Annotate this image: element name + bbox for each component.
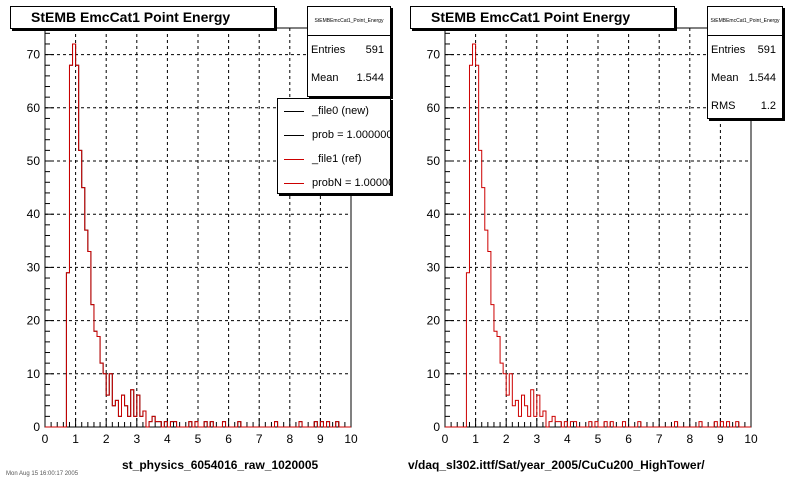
right-x-tick-label: 9 (717, 432, 724, 446)
legend-label-file1: _file1 (ref) (312, 153, 362, 165)
right-histogram-plot: 0 1 2 3 4 5 6 7 8 9 10 0 10 20 30 40 50 60 70 (427, 27, 758, 446)
left-x-tick-label: 5 (195, 432, 202, 446)
stats-entries-label: Entries (311, 44, 346, 56)
right-x-tick-label: 4 (564, 432, 571, 446)
left-x-tick-label: 0 (42, 432, 49, 446)
right-x-tick-label: 1 (472, 432, 479, 446)
right-y-tick-label: 20 (427, 314, 441, 328)
left-y-tick-label: 10 (27, 367, 41, 381)
left-x-tick-label: 1 (72, 432, 79, 446)
left-legend: _file0 (new) prob = 1.000000 _file1 (ref… (277, 98, 391, 194)
right-y-tick-label: 0 (433, 420, 440, 434)
left-y-tick-label: 50 (27, 154, 41, 168)
legend-line-prob (284, 134, 304, 136)
right-y-tick-label: 70 (427, 48, 441, 62)
stats-entries-label: Entries (711, 44, 746, 56)
left-y-tick-label: 0 (33, 420, 40, 434)
stats-rms-value: 1.2 (760, 100, 776, 112)
legend-entry-prob: prob = 1.000000 (278, 123, 390, 147)
legend-entry-file0: _file0 (new) (278, 99, 390, 123)
right-x-tick-label: 5 (595, 432, 602, 446)
right-x-tick-label: 0 (442, 432, 449, 446)
stats-entries-value: 591 (365, 44, 384, 56)
left-x-tick-label: 3 (133, 432, 140, 446)
right-y-tick-label: 40 (427, 207, 441, 221)
legend-label-file0: _file0 (new) (312, 105, 369, 117)
stats-mean-value: 1.544 (356, 72, 384, 84)
right-y-tick-label: 10 (427, 367, 441, 381)
right-x-caption: v/daq_sl302.ittf/Sat/year_2005/CuCu200_H… (408, 458, 705, 472)
right-y-tick-label: 50 (427, 154, 441, 168)
stats-mean-label: Mean (711, 72, 739, 84)
left-y-tick-label: 20 (27, 314, 41, 328)
legend-label-prob: prob = 1.000000 (312, 129, 391, 141)
right-y-tick-label: 30 (427, 260, 441, 274)
stats-entries-value: 591 (757, 44, 776, 56)
legend-entry-probn: probN = 1.000000 (278, 171, 390, 193)
right-x-tick-label: 7 (656, 432, 663, 446)
right-x-tick-label: 10 (744, 432, 758, 446)
right-x-tick-label: 3 (533, 432, 540, 446)
left-x-caption: st_physics_6054016_raw_1020005 (122, 458, 319, 472)
stats-histogram-name: StEMBEmcCat1_Point_Energy (308, 7, 390, 36)
legend-line-probn (284, 182, 304, 184)
stats-histogram-name: StEMBEmcCat1_Point_Energy (708, 7, 782, 36)
left-y-tick-label: 70 (27, 48, 41, 62)
left-x-tick-label: 6 (225, 432, 232, 446)
left-histogram-title: StEMB EmcCat1 Point Energy (10, 6, 275, 29)
right-series-ref (445, 43, 751, 428)
legend-line-file1 (284, 158, 304, 160)
right-histogram-title: StEMB EmcCat1 Point Energy (410, 6, 675, 29)
stats-mean-value: 1.544 (748, 72, 776, 84)
stats-rms-label: RMS (711, 100, 736, 112)
left-x-tick-label: 2 (103, 432, 110, 446)
left-x-tick-label: 4 (164, 432, 171, 446)
left-y-tick-label: 30 (27, 260, 41, 274)
left-x-tick-label: 10 (344, 432, 358, 446)
right-x-tick-label: 2 (503, 432, 510, 446)
left-stats-box: StEMBEmcCat1_Point_Energy Entries 591 Mea… (307, 6, 391, 97)
left-x-tick-label: 9 (317, 432, 324, 446)
left-x-tick-label: 7 (256, 432, 263, 446)
right-y-tick-label: 60 (427, 101, 441, 115)
stats-mean-label: Mean (311, 72, 339, 84)
right-x-tick-label: 8 (686, 432, 693, 446)
left-y-tick-label: 40 (27, 207, 41, 221)
legend-entry-file1: _file1 (ref) (278, 147, 390, 171)
right-x-tick-label: 6 (625, 432, 632, 446)
legend-line-file0 (284, 110, 304, 112)
left-y-tick-label: 60 (27, 101, 41, 115)
left-x-tick-label: 8 (286, 432, 293, 446)
left-series-ref (45, 43, 351, 428)
right-stats-box: StEMBEmcCat1_Point_Energy Entries 591 Mea… (707, 6, 783, 119)
legend-label-probn: probN = 1.000000 (312, 177, 390, 189)
timestamp-footnote: Mon Aug 15 16:00:17 2005 (6, 471, 79, 477)
